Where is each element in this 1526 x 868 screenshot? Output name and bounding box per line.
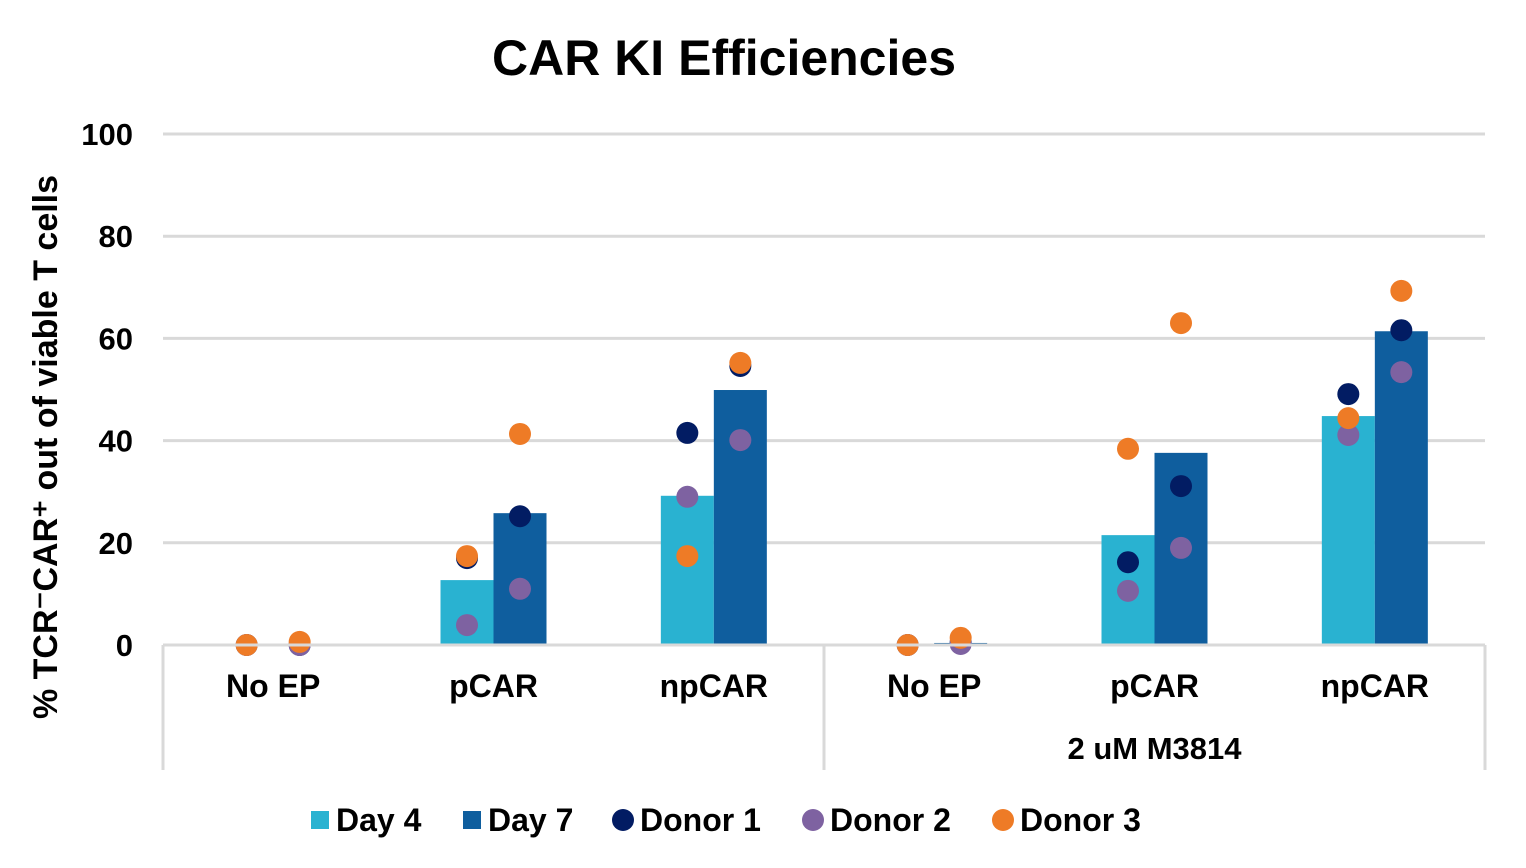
legend-marker bbox=[802, 809, 824, 831]
chart-title: CAR KI Efficiencies bbox=[492, 30, 956, 86]
x-tick-label: No EP bbox=[226, 668, 320, 704]
y-tick-label: 100 bbox=[81, 117, 133, 152]
x-tick-label: npCAR bbox=[1321, 668, 1429, 704]
bar-day-7 bbox=[713, 390, 767, 645]
point-donor-1 bbox=[1117, 551, 1139, 574]
x-tick-label: No EP bbox=[887, 668, 981, 704]
x-axis: No EP pCAR npCAR No EP pCAR npCAR 2 uM M3814 bbox=[161, 643, 1487, 770]
legend-item: Donor 3 bbox=[992, 802, 1141, 838]
legend-marker bbox=[612, 809, 634, 831]
point-donor-3 bbox=[676, 545, 699, 568]
legend-label: Donor 2 bbox=[830, 802, 951, 838]
x-tick-label: pCAR bbox=[1110, 668, 1199, 704]
y-tick-label: 60 bbox=[99, 321, 133, 356]
bar-day-4 bbox=[660, 495, 714, 645]
legend-swatch bbox=[463, 811, 481, 829]
point-donor-2 bbox=[1170, 536, 1192, 559]
point-donor-3 bbox=[1170, 312, 1192, 335]
x-tick-label: npCAR bbox=[660, 668, 768, 704]
point-donor-3 bbox=[949, 626, 972, 649]
legend-item: Donor 1 bbox=[612, 802, 761, 838]
y-tick-labels: 0 20 40 60 80 100 bbox=[81, 117, 133, 663]
y-tick-label: 40 bbox=[99, 424, 133, 459]
donor-points bbox=[235, 279, 1413, 656]
point-donor-1 bbox=[1170, 475, 1192, 498]
point-donor-2 bbox=[509, 577, 531, 600]
bar-day-7 bbox=[1374, 331, 1428, 645]
legend-label: Donor 1 bbox=[640, 802, 761, 838]
point-donor-3 bbox=[456, 545, 478, 568]
legend-item: Day 7 bbox=[463, 802, 573, 838]
point-donor-1 bbox=[1337, 383, 1360, 406]
bar-day-4 bbox=[1321, 416, 1375, 645]
point-donor-3 bbox=[729, 351, 752, 374]
point-donor-2 bbox=[729, 429, 752, 452]
y-tick-label: 0 bbox=[116, 628, 133, 663]
legend-label: Donor 3 bbox=[1020, 802, 1141, 838]
point-donor-3 bbox=[1117, 437, 1139, 460]
legend: Day 4 Day 7 Donor 1 Donor 2 Donor 3 bbox=[311, 802, 1141, 838]
legend-marker bbox=[992, 809, 1014, 831]
gridlines bbox=[163, 132, 1485, 545]
point-donor-1 bbox=[509, 505, 531, 528]
point-donor-2 bbox=[456, 614, 478, 637]
point-donor-2 bbox=[1390, 361, 1413, 384]
point-donor-1 bbox=[676, 421, 699, 444]
legend-swatch bbox=[311, 811, 329, 829]
legend-label: Day 4 bbox=[336, 802, 422, 838]
legend-item: Donor 2 bbox=[802, 802, 951, 838]
bars bbox=[440, 331, 1428, 645]
point-donor-1 bbox=[1390, 319, 1413, 342]
point-donor-3 bbox=[288, 630, 311, 653]
y-axis-label: % TCR⁻CAR⁺ out of viable T cells bbox=[27, 175, 65, 719]
point-donor-2 bbox=[1337, 423, 1360, 446]
point-donor-3 bbox=[509, 422, 531, 445]
group-label: 2 uM M3814 bbox=[1067, 731, 1242, 766]
point-donor-3 bbox=[1337, 407, 1360, 430]
y-tick-label: 80 bbox=[99, 219, 133, 254]
point-donor-2 bbox=[676, 485, 699, 508]
point-donor-2 bbox=[1117, 579, 1139, 602]
legend-item: Day 4 bbox=[311, 802, 422, 838]
legend-label: Day 7 bbox=[488, 802, 573, 838]
y-tick-label: 20 bbox=[99, 526, 133, 561]
x-tick-label: pCAR bbox=[449, 668, 538, 704]
point-donor-3 bbox=[1390, 279, 1413, 302]
